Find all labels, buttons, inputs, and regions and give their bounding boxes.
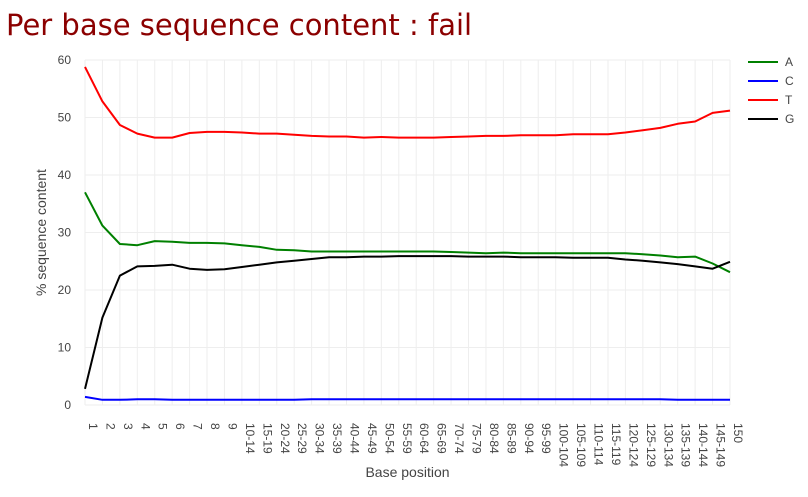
- x-tick-label: 120-124: [626, 423, 640, 467]
- x-tick-label: 140-144: [696, 423, 710, 467]
- legend-label: T: [785, 93, 793, 107]
- legend-label: C: [785, 74, 794, 88]
- x-tick-label: 80-84: [487, 423, 501, 454]
- x-tick-label: 5: [156, 423, 170, 430]
- y-tick-label: 50: [58, 111, 72, 125]
- series-line-a: [84, 191, 731, 274]
- x-tick-label: 35-39: [330, 423, 344, 454]
- x-tick-label: 135-139: [679, 423, 693, 467]
- x-tick-label: 2: [103, 423, 117, 430]
- x-axis-title: Base position: [365, 464, 449, 480]
- series-line-t: [84, 66, 731, 139]
- series-line-c: [84, 395, 730, 401]
- x-tick-label: 7: [191, 423, 205, 430]
- x-tick-label: 55-59: [400, 423, 414, 454]
- x-tick-label: 85-89: [504, 423, 518, 454]
- x-tick-label: 145-149: [714, 423, 728, 467]
- legend-item-c[interactable]: C: [748, 74, 794, 88]
- series-layer: [84, 66, 731, 401]
- x-tick-label: 25-29: [295, 423, 309, 454]
- x-tick-label: 30-34: [313, 423, 327, 454]
- y-tick-label: 20: [58, 283, 72, 297]
- y-tick-label: 0: [64, 398, 71, 412]
- x-tick-label: 75-79: [470, 423, 484, 454]
- legend-item-t[interactable]: T: [748, 93, 793, 107]
- x-tick-label: 4: [138, 423, 152, 430]
- x-tick-label: 70-74: [452, 423, 466, 454]
- x-tick-label: 105-109: [574, 423, 588, 467]
- x-tick-label: 10-14: [243, 423, 257, 454]
- legend-item-g[interactable]: G: [748, 112, 794, 126]
- x-tick-label: 125-129: [644, 423, 658, 467]
- x-tick-label: 150: [731, 423, 745, 443]
- x-tick-label: 15-19: [260, 423, 274, 454]
- x-tick-label: 1: [86, 423, 100, 430]
- y-tick-label: 30: [58, 226, 72, 240]
- legend-item-a[interactable]: A: [748, 55, 793, 69]
- axis-layer: 0 10 20 30 40 50 60 1 2 3 4 5 6 7 8 9 10-14 15-19 20-24 25-…: [58, 53, 745, 467]
- x-tick-label: 90-94: [522, 423, 536, 454]
- y-tick-label: 40: [58, 168, 72, 182]
- x-tick-label: 110-114: [592, 423, 606, 466]
- legend-label: G: [785, 112, 794, 126]
- y-tick-label: 10: [58, 341, 72, 355]
- x-tick-label: 45-49: [365, 423, 379, 454]
- x-tick-label: 115-119: [609, 423, 623, 466]
- x-tick-label: 8: [208, 423, 222, 430]
- series-line-g: [84, 255, 731, 390]
- x-tick-label: 60-64: [417, 423, 431, 454]
- y-tick-label: 60: [58, 53, 72, 67]
- chart-title: Per base sequence content : fail: [6, 8, 473, 42]
- x-tick-label: 9: [225, 423, 239, 430]
- x-tick-label: 40-44: [347, 423, 361, 454]
- legend-label: A: [785, 55, 793, 69]
- x-tick-label: 50-54: [382, 423, 396, 454]
- x-tick-label: 20-24: [278, 423, 292, 454]
- x-tick-label: 95-99: [539, 423, 553, 454]
- x-tick-label: 3: [121, 423, 135, 430]
- grid-layer: [84, 59, 731, 406]
- x-tick-label: 65-69: [435, 423, 449, 454]
- y-axis-title: % sequence content: [33, 169, 49, 296]
- x-tick-label: 6: [173, 423, 187, 430]
- x-tick-label: 100-104: [557, 423, 571, 467]
- x-tick-label: 130-134: [661, 423, 675, 467]
